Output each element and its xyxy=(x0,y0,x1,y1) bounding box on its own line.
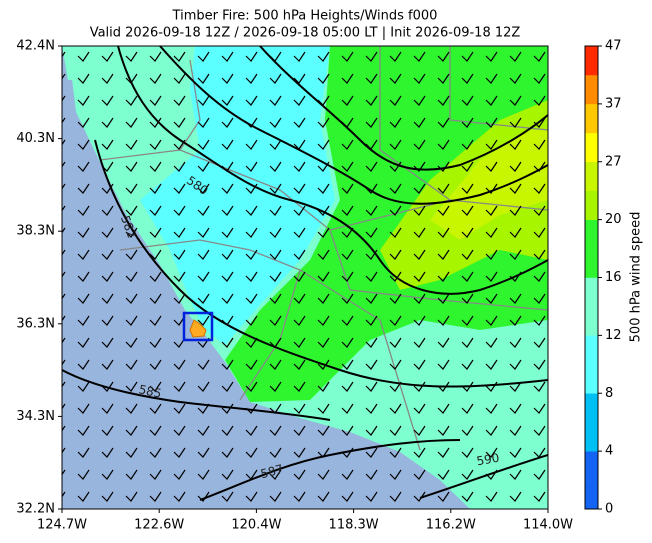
map-frame xyxy=(61,45,549,510)
axes: 124.7W 122.6W 120.4W 118.3W 116.2W 114.0W 42.4… xyxy=(16,39,573,533)
x-tick-label: 124.7W xyxy=(37,518,87,533)
contour-label: 587 xyxy=(259,462,285,481)
colorbar-tick-label: 0 xyxy=(605,502,613,517)
x-tick-label: 122.6W xyxy=(134,518,184,533)
colorbar: 0 4 8 12 16 20 27 37 47 xyxy=(584,39,622,517)
colorbar-tick-label: 8 xyxy=(605,386,613,401)
subtitle: Valid 2026-09-18 12Z / 2026-09-18 05:00 … xyxy=(90,26,521,41)
colorbar-tick-label: 20 xyxy=(605,212,622,227)
wind-barbs xyxy=(62,46,548,509)
colorbar-tick-label: 47 xyxy=(605,39,622,54)
colorbar-segment xyxy=(585,335,598,365)
y-tick-label: 42.4N xyxy=(16,39,55,54)
colorbar-label: 500 hPa wind speed xyxy=(629,212,644,343)
colorbar-segment xyxy=(585,161,598,191)
x-tick-label: 118.3W xyxy=(329,518,379,533)
y-tick-label: 32.2N xyxy=(16,502,55,517)
y-tick-label: 40.3N xyxy=(16,131,55,146)
map xyxy=(62,46,548,509)
colorbar-segment xyxy=(585,190,598,220)
colorbar-segment xyxy=(585,103,598,134)
colorbar-segment xyxy=(585,306,598,336)
colorbar-tick-label: 27 xyxy=(605,154,622,169)
colorbar-tick-label: 4 xyxy=(605,444,613,459)
contour-label: 585 xyxy=(137,382,162,400)
title: Timber Fire: 500 hPa Heights/Winds f000 xyxy=(172,9,438,24)
colorbar-tick-label: 12 xyxy=(605,328,622,343)
colorbar-segment xyxy=(585,46,598,76)
colorbar-tick-label: 37 xyxy=(605,96,622,111)
x-tick-label: 116.2W xyxy=(426,518,476,533)
fire-perimeter xyxy=(189,319,207,338)
colorbar-segment xyxy=(585,219,598,249)
colorbar-segment xyxy=(585,480,598,510)
y-tick-label: 34.3N xyxy=(16,409,55,424)
x-tick-label: 114.0W xyxy=(523,518,573,533)
y-tick-label: 36.3N xyxy=(16,316,55,331)
fire-box xyxy=(182,311,214,342)
colorbar-segment xyxy=(585,422,598,452)
colorbar-segment xyxy=(585,277,598,307)
x-tick-label: 120.4W xyxy=(231,518,281,533)
y-tick-label: 38.3N xyxy=(16,224,55,239)
colorbar-segment xyxy=(585,364,598,394)
colorbar-segment xyxy=(585,451,598,481)
colorbar-segment xyxy=(585,248,598,278)
colorbar-segment xyxy=(585,393,598,423)
colorbar-segment xyxy=(585,132,598,163)
colorbar-segment xyxy=(585,74,598,105)
colorbar-tick-label: 16 xyxy=(605,270,622,285)
contour-label: 590 xyxy=(475,451,500,469)
